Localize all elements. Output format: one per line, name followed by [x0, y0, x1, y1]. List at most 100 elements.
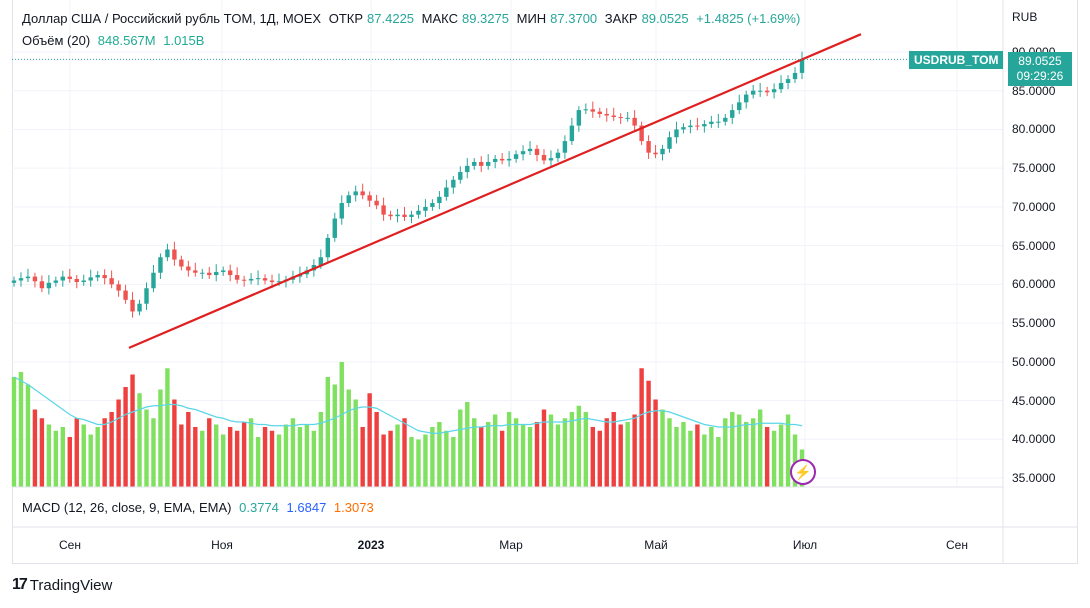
candle-body: [179, 259, 184, 267]
candle-body: [318, 257, 324, 265]
volume-bar: [513, 418, 519, 487]
price-tick-label: 35.0000: [1012, 471, 1056, 485]
volume-bar: [709, 427, 714, 487]
volume-bar: [374, 412, 379, 487]
tradingview-logo-mark: 17: [12, 576, 28, 593]
candle-body: [18, 278, 24, 281]
volume-bar: [179, 424, 184, 487]
volume-bar: [214, 424, 219, 487]
time-tick-label: Июл: [792, 538, 818, 552]
candle-body: [95, 275, 100, 278]
volume-bar: [123, 387, 128, 487]
candle-body: [207, 272, 212, 276]
volume-bar: [304, 424, 310, 487]
volume-bar: [527, 427, 533, 487]
volume-bar: [360, 427, 365, 487]
candle-body: [458, 172, 463, 180]
currency-label[interactable]: RUB: [1012, 10, 1038, 24]
time-tick-label: Мар: [499, 538, 523, 552]
candle-body: [750, 90, 756, 95]
volume-bar: [534, 422, 540, 487]
candle-body: [32, 276, 38, 282]
candle-body: [88, 277, 93, 281]
candle-body: [137, 303, 142, 312]
volume-bar: [276, 434, 282, 487]
candle-body: [360, 191, 365, 196]
candle-body: [506, 158, 512, 161]
volume-bar: [785, 414, 791, 487]
volume-label[interactable]: Объём (20): [22, 33, 91, 48]
candle-body: [674, 129, 679, 138]
candle-body: [214, 271, 219, 276]
volume-bar: [764, 427, 770, 487]
trendline[interactable]: [128, 33, 862, 349]
candle-body: [430, 203, 435, 207]
volume-bar: [625, 422, 630, 487]
volume-bar: [46, 424, 52, 487]
volume-bar: [102, 418, 107, 487]
volume-bar: [597, 430, 602, 487]
candle-body: [771, 89, 777, 93]
candle-body: [576, 110, 582, 126]
volume-bar: [444, 430, 449, 487]
candle-body: [618, 117, 623, 119]
candle-body: [437, 196, 442, 204]
volume-bar: [465, 402, 470, 487]
candle-body: [639, 125, 644, 142]
candle-body: [792, 72, 798, 80]
volume-bar: [325, 377, 331, 487]
volume-bar: [11, 377, 17, 487]
candle-body: [381, 205, 386, 215]
candle-body: [193, 270, 198, 273]
candle-body: [67, 276, 72, 279]
candle-body: [262, 278, 268, 281]
bolt-icon[interactable]: ⚡: [790, 459, 816, 485]
volume-bar: [611, 412, 616, 487]
tradingview-logo[interactable]: 17 TradingView: [12, 576, 112, 594]
candle-body: [353, 191, 358, 196]
macd-value: 0.3774: [239, 500, 279, 515]
change-value: +1.4825 (+1.69%): [696, 11, 801, 26]
price-tick-label: 65.0000: [1012, 238, 1056, 253]
candle-body: [730, 110, 735, 118]
volume-bar: [248, 418, 254, 487]
volume-bar: [646, 380, 651, 487]
candle-body: [778, 82, 784, 90]
candle-body: [339, 203, 344, 219]
volume-bars: [11, 362, 805, 487]
candle-body: [499, 158, 505, 161]
volume-bar: [723, 418, 728, 487]
candle-body: [709, 121, 714, 125]
volume-bar: [590, 427, 595, 487]
volume-bar: [311, 430, 317, 487]
volume-ma-value: 1.015B: [163, 33, 205, 48]
volume-bar: [520, 424, 526, 487]
price-tick-label: 80.0000: [1012, 122, 1056, 137]
volume-bar: [395, 424, 400, 487]
candle-body: [130, 299, 135, 312]
volume-bar: [283, 424, 289, 487]
volume-bar: [437, 422, 442, 487]
volume-bar: [18, 372, 24, 487]
volume-bar: [716, 437, 721, 487]
candle-body: [144, 288, 149, 304]
candle-body: [374, 200, 379, 206]
volume-bar: [262, 427, 268, 487]
volume-bar: [67, 437, 72, 487]
candle-body: [116, 284, 121, 291]
candle-body: [737, 102, 742, 111]
price-tick-label: 75.0000: [1012, 161, 1056, 176]
volume-bar: [137, 393, 142, 487]
volume-bar: [332, 384, 337, 487]
candle-body: [695, 125, 700, 127]
volume-bar: [381, 434, 386, 487]
candle-body: [485, 161, 491, 166]
candle-body: [479, 161, 484, 166]
volume-bar: [32, 409, 38, 487]
candle-body: [25, 276, 31, 279]
candle-body: [632, 117, 637, 126]
volume-bar: [95, 427, 100, 487]
symbol-description[interactable]: Доллар США / Российский рубль TOM, 1Д, M…: [22, 11, 322, 26]
macd-label[interactable]: MACD (12, 26, close, 9, EMA, EMA): [22, 500, 232, 515]
